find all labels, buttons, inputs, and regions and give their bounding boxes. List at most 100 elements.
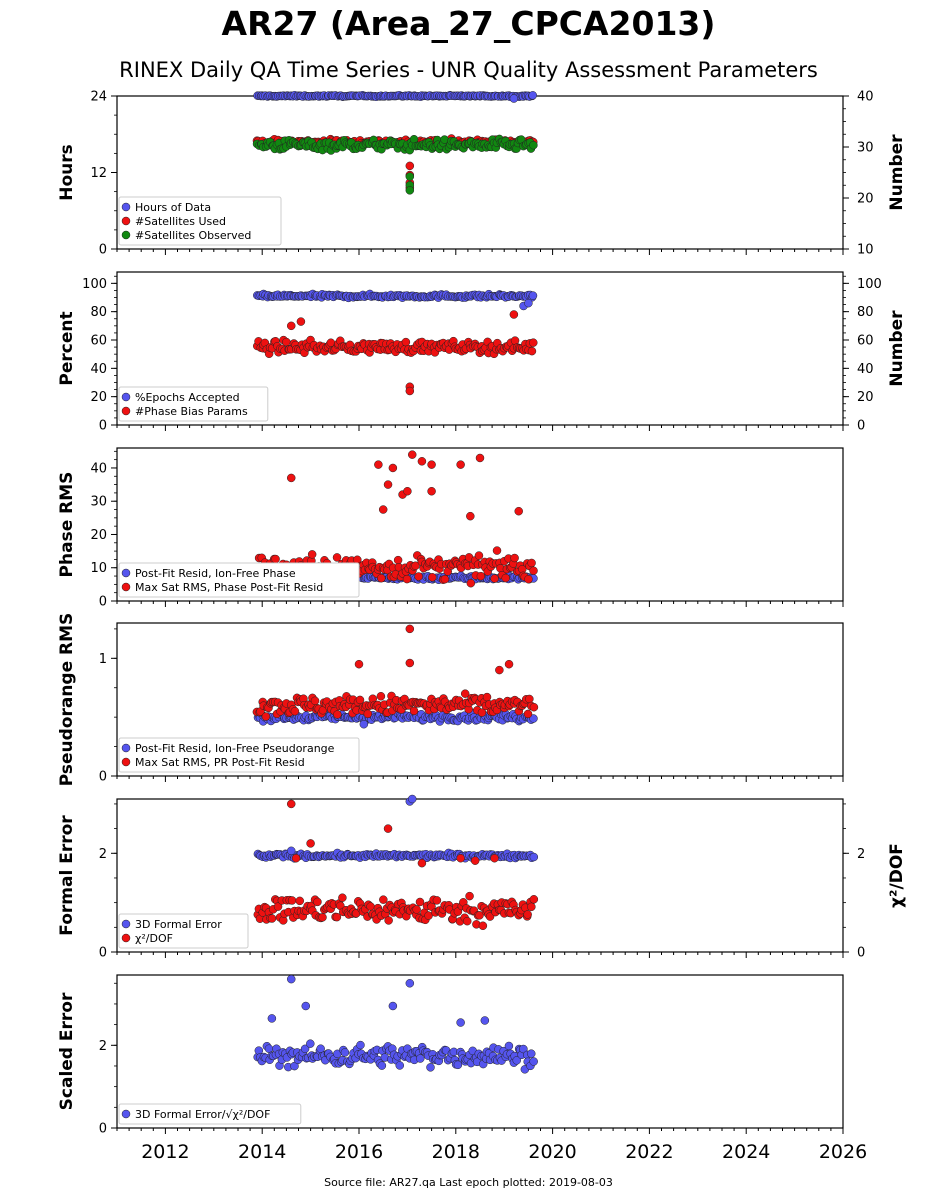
data-point [523, 910, 532, 919]
points-group [252, 90, 538, 195]
outlier-point [286, 321, 296, 331]
legend-label: Hours of Data [135, 201, 211, 214]
data-point [529, 852, 539, 862]
outlier-point [490, 853, 499, 863]
x-tick-label: 2020 [528, 1141, 576, 1163]
data-point [332, 553, 342, 562]
data-point [424, 911, 433, 920]
chart-subtitle: RINEX Daily QA Time Series - UNR Quality… [119, 58, 818, 82]
data-point [475, 911, 484, 920]
data-point [477, 708, 487, 717]
data-point [310, 696, 320, 706]
data-point [333, 710, 342, 719]
y-axis-label: Formal Error [57, 815, 77, 936]
data-point [355, 695, 365, 705]
x-tick-label: 2024 [722, 1141, 770, 1163]
legend-label: 3D Formal Error/√χ²/DOF [135, 1108, 270, 1121]
y2-axis-label: Number [887, 134, 907, 211]
x-tick-label: 2018 [432, 1141, 480, 1163]
data-point [402, 574, 412, 584]
outlier-point [514, 506, 523, 516]
legend-label: Max Sat RMS, Phase Post-Fit Resid [135, 581, 323, 594]
x-tick-label: 2012 [141, 1141, 189, 1163]
data-point [332, 912, 342, 922]
outlier-point [354, 659, 364, 669]
y-tick-label: 0 [99, 770, 107, 785]
y-tick-label: 0 [99, 1122, 107, 1137]
points-group [253, 794, 539, 931]
data-point [300, 1044, 310, 1054]
outlier-point [509, 310, 519, 319]
outlier-point [407, 794, 417, 804]
y2-axis-label: Number [887, 310, 907, 387]
y2-tick-label: 20 [857, 192, 874, 207]
data-point [379, 895, 388, 904]
data-point [529, 895, 539, 904]
data-point [490, 574, 499, 583]
legend-marker [121, 568, 131, 578]
legend-marker [121, 1109, 131, 1119]
y2-tick-label: 40 [857, 362, 874, 377]
data-point [411, 561, 420, 570]
legend-label: Post-Fit Resid, Ion-Free Phase [135, 567, 296, 580]
outlier-point [405, 979, 415, 988]
outlier-point [427, 486, 436, 496]
data-point [440, 574, 450, 584]
y-axis-label: Hours [57, 144, 77, 201]
points-group [252, 624, 539, 729]
y-tick-label: 60 [90, 334, 107, 349]
y-tick-label: 100 [82, 277, 107, 292]
outlier-point [456, 1018, 465, 1027]
data-point [482, 692, 492, 702]
legend-marker [121, 216, 131, 226]
legend-marker [121, 757, 131, 767]
data-point [401, 337, 411, 347]
outlier-point [403, 486, 412, 496]
outlier-point [466, 511, 475, 521]
data-point [295, 896, 305, 906]
outlier-point [405, 624, 415, 634]
outlier-point [405, 186, 415, 195]
data-point [412, 905, 421, 914]
points-group [253, 289, 538, 396]
legend-marker [121, 406, 131, 416]
outlier-point [291, 853, 301, 863]
data-point [527, 346, 537, 356]
legend-box [118, 737, 360, 773]
points-group [253, 974, 538, 1074]
outlier-point [388, 1001, 398, 1011]
y2-tick-label: 30 [857, 141, 874, 156]
outlier-point [405, 172, 415, 181]
y2-tick-label: 2 [857, 847, 865, 862]
y2-tick-label: 0 [857, 419, 865, 434]
data-point [409, 706, 419, 716]
outlier-point [267, 1014, 277, 1023]
y-tick-label: 1 [99, 652, 107, 667]
outlier-point [417, 457, 427, 466]
y-tick-label: 20 [90, 390, 107, 405]
x-tick-label: 2022 [625, 1141, 673, 1163]
legend-label: Max Sat RMS, PR Post-Fit Resid [135, 756, 305, 769]
data-point [529, 338, 538, 347]
y-axis-label: Scaled Error [57, 992, 77, 1110]
data-point [492, 546, 502, 555]
legend-marker [121, 919, 131, 929]
outlier-point [374, 460, 383, 469]
outlier-point [417, 858, 427, 868]
data-point [384, 916, 393, 925]
data-point [523, 709, 533, 719]
data-point [504, 1041, 514, 1051]
legend-box [118, 913, 249, 949]
outlier-point [407, 450, 417, 459]
data-point [363, 709, 373, 719]
outlier-point [456, 853, 465, 863]
outlier-point [504, 659, 514, 669]
outlier-point [405, 386, 415, 396]
y2-tick-label: 20 [857, 390, 874, 405]
y-tick-label: 12 [90, 166, 107, 181]
y-tick-label: 0 [99, 243, 107, 258]
data-point [525, 694, 534, 704]
data-point [524, 574, 533, 584]
y2-tick-label: 100 [857, 277, 882, 292]
x-tick-label: 2026 [819, 1141, 867, 1163]
